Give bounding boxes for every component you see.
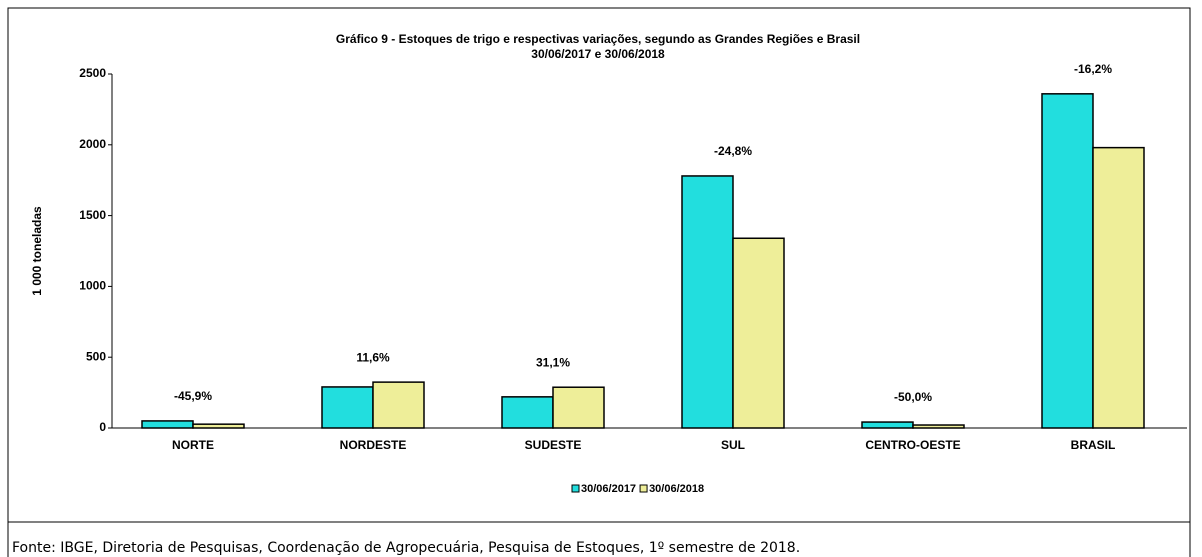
- legend-label: 30/06/2017: [581, 483, 636, 495]
- bar: [861, 421, 914, 429]
- legend-label: 30/06/2018: [649, 483, 704, 495]
- y-tick-label: 1000: [79, 279, 106, 293]
- change-label: -50,0%: [894, 390, 932, 404]
- x-tick-label: CENTRO-OESTE: [865, 438, 960, 452]
- x-tick-label: NORTE: [172, 438, 214, 452]
- bar: [681, 175, 734, 429]
- legend-swatch: [639, 484, 648, 493]
- chart-frame: [7, 7, 1191, 523]
- bar: [552, 386, 605, 429]
- y-tick-label: 1500: [79, 208, 106, 222]
- bar: [1092, 146, 1145, 429]
- change-label: -24,8%: [714, 144, 752, 158]
- source-note: Fonte: IBGE, Diretoria de Pesquisas, Coo…: [12, 540, 800, 556]
- chart-title: Gráfico 9 - Estoques de trigo e respecti…: [336, 32, 860, 46]
- y-tick-label: 0: [99, 420, 106, 434]
- y-axis-label: 1 000 toneladas: [30, 206, 44, 296]
- bar: [372, 381, 425, 429]
- bar: [192, 423, 245, 429]
- y-tick-label: 2500: [79, 66, 106, 80]
- bar: [912, 424, 965, 429]
- legend-swatch: [571, 484, 580, 493]
- y-tick-label: 2000: [79, 137, 106, 151]
- x-tick-label: SUDESTE: [525, 438, 582, 452]
- x-tick-label: BRASIL: [1071, 438, 1116, 452]
- change-label: 11,6%: [356, 350, 390, 364]
- change-label: -16,2%: [1074, 62, 1112, 76]
- bar: [732, 237, 785, 429]
- change-label: 31,1%: [536, 355, 570, 369]
- bar: [1041, 93, 1094, 429]
- bar: [141, 420, 194, 429]
- x-tick-label: NORDESTE: [340, 438, 407, 452]
- y-tick-label: 500: [86, 349, 106, 363]
- change-label: -45,9%: [174, 389, 212, 403]
- x-tick-label: SUL: [721, 438, 745, 452]
- chart-subtitle: 30/06/2017 e 30/06/2018: [531, 47, 665, 61]
- bar: [321, 386, 374, 429]
- bar: [501, 396, 554, 429]
